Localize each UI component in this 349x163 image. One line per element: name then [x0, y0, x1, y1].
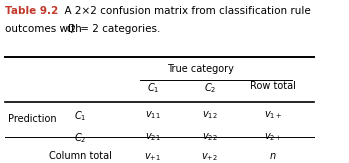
Text: $C_2$: $C_2$: [203, 81, 216, 95]
Text: $v_{11}$: $v_{11}$: [145, 109, 161, 121]
Text: Column total: Column total: [49, 151, 112, 161]
Text: $C_1$: $C_1$: [147, 81, 159, 95]
Text: True category: True category: [167, 64, 234, 74]
Text: $C_1$: $C_1$: [74, 109, 87, 123]
Text: Q: Q: [67, 24, 75, 34]
Text: $v_{1+}$: $v_{1+}$: [264, 109, 282, 121]
Text: Row total: Row total: [250, 81, 296, 91]
Text: = 2 categories.: = 2 categories.: [76, 24, 160, 34]
Text: $v_{21}$: $v_{21}$: [145, 132, 161, 143]
Text: outcomes with: outcomes with: [5, 24, 84, 34]
Text: A 2×2 confusion matrix from classification rule: A 2×2 confusion matrix from classificati…: [58, 6, 310, 15]
Text: $C_2$: $C_2$: [74, 132, 87, 145]
Text: $v_{22}$: $v_{22}$: [202, 132, 218, 143]
Text: $v_{2+}$: $v_{2+}$: [264, 132, 282, 143]
Text: $n$: $n$: [269, 151, 277, 161]
Text: $v_{12}$: $v_{12}$: [202, 109, 218, 121]
Text: Prediction: Prediction: [8, 114, 56, 124]
Text: Table 9.2: Table 9.2: [5, 6, 58, 15]
Text: $v_{+2}$: $v_{+2}$: [201, 151, 218, 163]
Text: $v_{+1}$: $v_{+1}$: [144, 151, 162, 163]
